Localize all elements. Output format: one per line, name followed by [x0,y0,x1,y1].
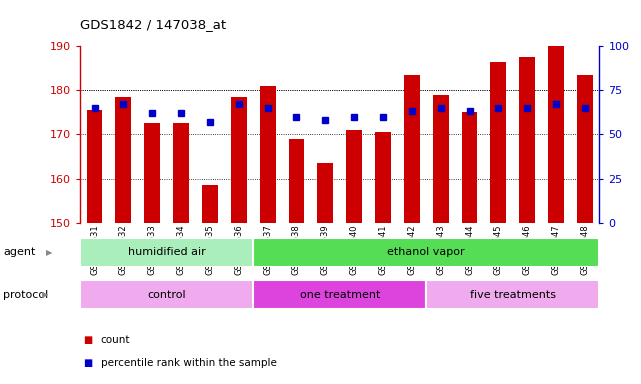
Bar [462,113,478,223]
Text: ▶: ▶ [42,290,49,299]
Text: one treatment: one treatment [299,290,380,300]
Bar [253,280,426,309]
Bar [577,75,593,223]
Text: agent: agent [3,247,36,258]
Bar [260,86,276,223]
Text: ■: ■ [83,358,92,368]
Bar [346,130,362,223]
Bar [253,238,599,267]
Bar [173,123,189,223]
Text: ▶: ▶ [46,248,53,257]
Bar [548,46,564,223]
Text: GDS1842 / 147038_at: GDS1842 / 147038_at [80,18,226,31]
Bar [404,75,420,223]
Text: ethanol vapor: ethanol vapor [387,247,465,258]
Bar [80,238,253,267]
Bar [202,185,218,223]
Bar [519,57,535,223]
Bar [490,61,506,223]
Bar [144,123,160,223]
Text: ■: ■ [83,335,92,345]
Text: count: count [101,335,130,345]
Bar [433,95,449,223]
Bar [426,280,599,309]
Bar [288,139,304,223]
Text: protocol: protocol [3,290,49,300]
Text: five treatments: five treatments [470,290,556,300]
Bar [231,97,247,223]
Text: control: control [147,290,186,300]
Text: percentile rank within the sample: percentile rank within the sample [101,358,276,368]
Bar [375,132,391,223]
Bar [115,97,131,223]
Bar [87,110,103,223]
Bar [317,163,333,223]
Bar [80,280,253,309]
Text: humidified air: humidified air [128,247,206,258]
